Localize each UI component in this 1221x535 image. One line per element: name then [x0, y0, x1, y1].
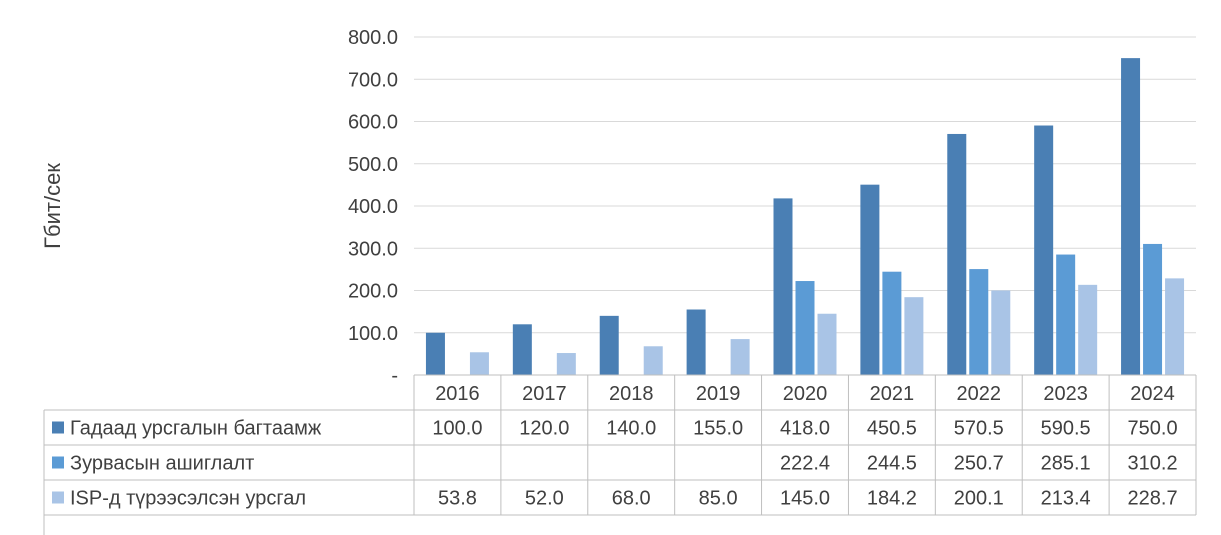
x-tick-label: 2023 — [1043, 383, 1088, 405]
x-tick-label: 2016 — [435, 383, 480, 405]
x-tick-label: 2020 — [783, 383, 828, 405]
bars — [425, 58, 1185, 375]
data-label: 200.1 — [954, 488, 1004, 510]
y-tick-label: 200.0 — [348, 281, 398, 303]
y-tick-label: 300.0 — [348, 238, 398, 260]
bar — [686, 309, 706, 375]
bar — [773, 198, 793, 375]
x-tick-label: 2024 — [1130, 383, 1175, 405]
bar — [556, 353, 576, 375]
data-label: 145.0 — [780, 488, 830, 510]
data-label: 52.0 — [525, 488, 564, 510]
bar — [469, 352, 489, 375]
data-label: 68.0 — [612, 488, 651, 510]
y-tick-label: 100.0 — [348, 323, 398, 345]
legend-key — [52, 456, 64, 469]
data-label: 244.5 — [867, 453, 917, 475]
bar — [860, 184, 880, 375]
data-label: 100.0 — [432, 418, 482, 440]
data-label: 155.0 — [693, 418, 743, 440]
data-label: 140.0 — [606, 418, 656, 440]
legend-key — [52, 421, 64, 434]
bar — [882, 271, 902, 375]
data-label: 184.2 — [867, 488, 917, 510]
data-label: 85.0 — [699, 488, 738, 510]
data-label: 418.0 — [780, 418, 830, 440]
x-tick-label: 2017 — [522, 383, 567, 405]
data-label: 53.8 — [438, 488, 477, 510]
bar — [643, 346, 663, 375]
bar — [795, 281, 815, 375]
bar — [817, 313, 837, 375]
data-label: 250.7 — [954, 453, 1004, 475]
bar — [1034, 125, 1054, 375]
y-axis-ticks: - 100.0 200.0 300.0 400.0 500.0 600.0 700.0 800.… — [348, 27, 398, 387]
x-tick-label: 2022 — [957, 383, 1002, 405]
x-tick-label: 2019 — [696, 383, 741, 405]
data-label: 285.1 — [1041, 453, 1091, 475]
bar — [512, 324, 532, 375]
bar — [1121, 58, 1141, 375]
data-table: 2016 2017 2018 2019 2020 2021 2022 2023 2024 Гада… — [43, 374, 1197, 535]
y-tick-label: 600.0 — [348, 112, 398, 134]
data-label: 450.5 — [867, 418, 917, 440]
bar — [991, 290, 1011, 375]
legend-label: Зурвасын ашиглалт — [70, 453, 254, 475]
bar — [947, 133, 967, 375]
bar — [599, 315, 619, 375]
data-label: 310.2 — [1128, 453, 1178, 475]
y-tick-label: 500.0 — [348, 154, 398, 176]
data-label: 213.4 — [1041, 488, 1091, 510]
gridlines — [414, 36, 1196, 334]
data-label: 228.7 — [1128, 488, 1178, 510]
x-tick-label: 2021 — [870, 383, 915, 405]
bar — [730, 339, 750, 375]
data-label: 120.0 — [519, 418, 569, 440]
bar — [969, 269, 989, 375]
y-tick-label: - — [391, 365, 398, 387]
y-tick-label: 800.0 — [348, 27, 398, 49]
data-label: 570.5 — [954, 418, 1004, 440]
bar — [1165, 278, 1185, 375]
y-axis-label: Гбит/сек — [40, 163, 65, 249]
bar — [904, 297, 924, 375]
data-label: 750.0 — [1128, 418, 1178, 440]
bar — [425, 332, 445, 375]
legend-label: Гадаад урсгалын багтаамж — [70, 418, 322, 440]
x-tick-label: 2018 — [609, 383, 654, 405]
y-tick-label: 400.0 — [348, 196, 398, 218]
data-label: 222.4 — [780, 453, 830, 475]
bar — [1143, 243, 1163, 375]
legend-label: ISP-д түрээсэлсэн урсгал — [70, 488, 306, 510]
legend-key — [52, 491, 64, 504]
data-label: 590.5 — [1041, 418, 1091, 440]
bar — [1056, 254, 1076, 375]
bar — [1078, 284, 1098, 375]
y-tick-label: 700.0 — [348, 69, 398, 91]
